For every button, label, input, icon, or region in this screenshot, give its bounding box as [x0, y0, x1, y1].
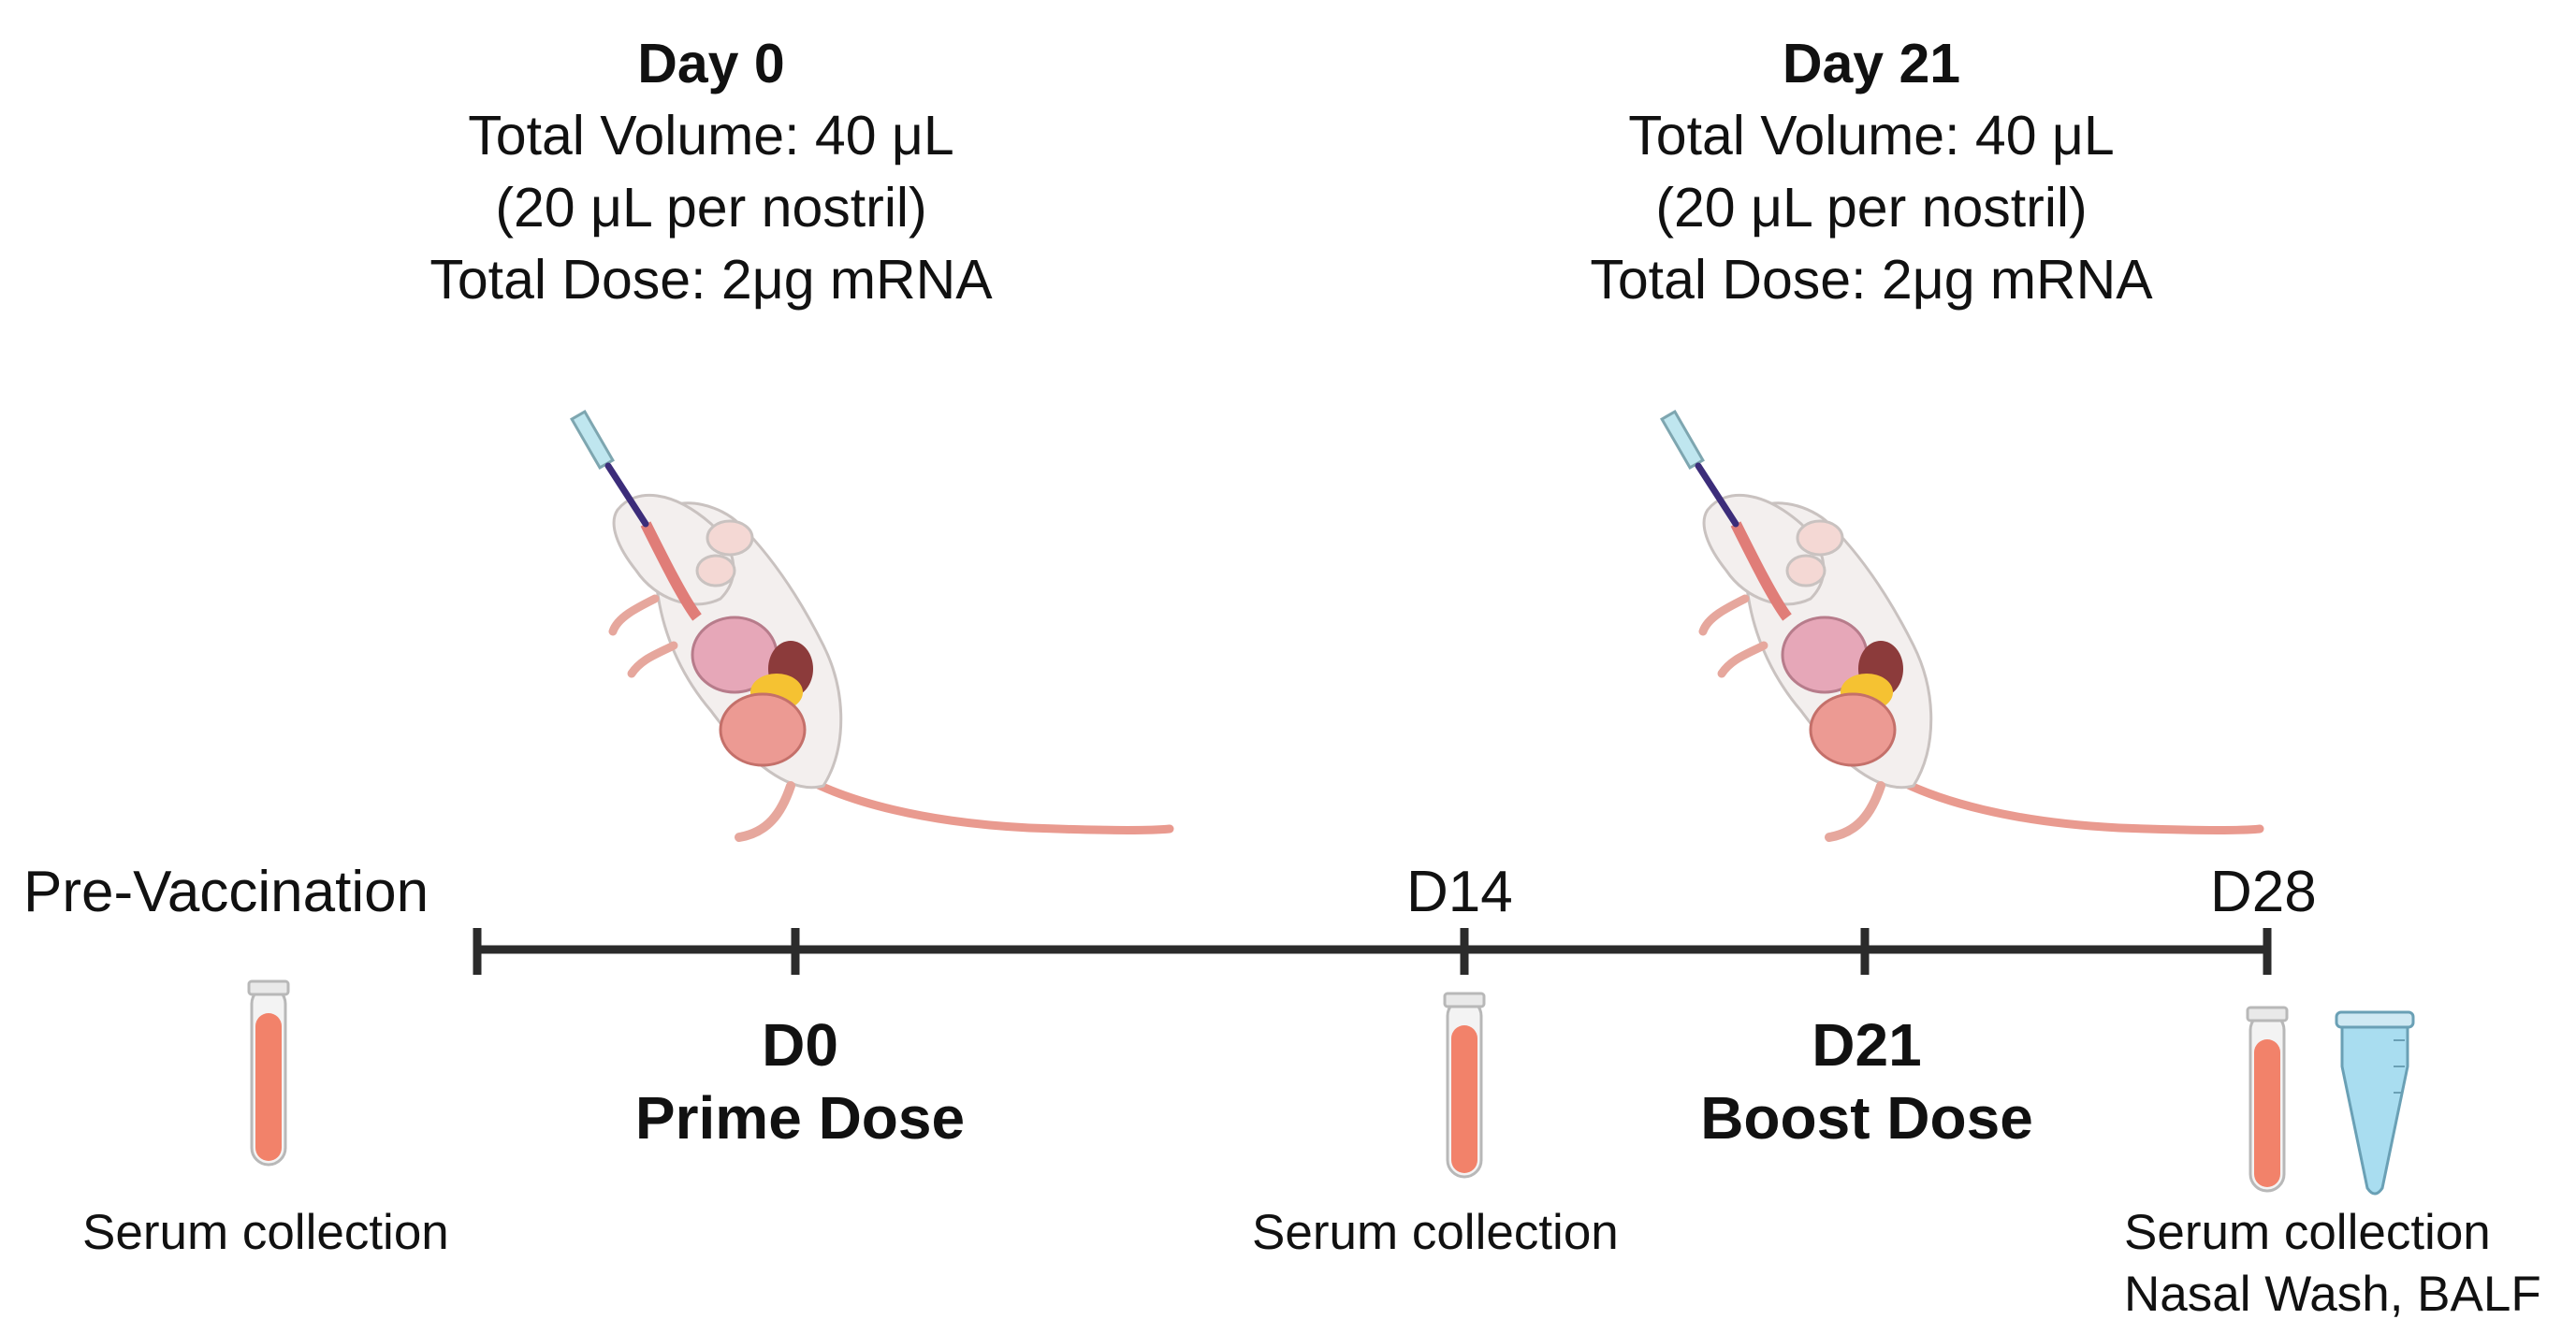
label-pre-vaccination: Pre-Vaccination — [23, 860, 429, 924]
prime-dose-code: D0 — [762, 1011, 838, 1079]
pipette-icon-day21 — [1662, 412, 1736, 524]
boost-dose-name: Boost Dose — [1700, 1084, 2033, 1152]
day0-title: Day 0 — [637, 33, 785, 94]
collection-label-d28-line2: Nasal Wash, BALF — [2124, 1267, 2541, 1322]
mouse-icon-day21 — [1662, 412, 2260, 837]
day0-dose: Total Dose: 2μg mRNA — [429, 249, 993, 311]
day21-info: Day 21 Total Volume: 40 μL (20 μL per no… — [1516, 28, 2227, 316]
day21-per-nostril: (20 μL per nostril) — [1655, 177, 2088, 239]
pipette-icon-day0 — [572, 412, 646, 524]
mouse-icon-day0 — [572, 412, 1170, 837]
prime-dose-name: Prime Dose — [634, 1084, 966, 1152]
label-d28: D28 — [2210, 860, 2317, 924]
prime-dose-label: D0 Prime Dose — [608, 1008, 992, 1154]
label-d14: D14 — [1406, 860, 1513, 924]
day0-info: Day 0 Total Volume: 40 μL (20 μL per nos… — [356, 28, 1067, 316]
boost-dose-code: D21 — [1812, 1011, 1922, 1079]
blood-tube-icon-pre — [247, 979, 290, 1167]
collection-label-pre: Serum collection — [82, 1205, 449, 1260]
blood-tube-icon-d14 — [1443, 992, 1486, 1179]
collection-label-d28: Serum collection Nasal Wash, BALF — [2124, 1202, 2541, 1326]
blood-tube-icon-d28 — [2246, 1006, 2289, 1193]
collection-label-d28-line1: Serum collection — [2124, 1205, 2491, 1260]
day0-volume: Total Volume: 40 μL — [468, 105, 954, 167]
day21-title: Day 21 — [1782, 33, 1961, 94]
microcentrifuge-tube-icon — [2335, 1010, 2415, 1196]
collection-label-d14: Serum collection — [1252, 1205, 1619, 1260]
day0-per-nostril: (20 μL per nostril) — [495, 177, 927, 239]
day21-volume: Total Volume: 40 μL — [1628, 105, 2115, 167]
day21-dose: Total Dose: 2μg mRNA — [1590, 249, 2153, 311]
boost-dose-label: D21 Boost Dose — [1675, 1008, 2059, 1154]
